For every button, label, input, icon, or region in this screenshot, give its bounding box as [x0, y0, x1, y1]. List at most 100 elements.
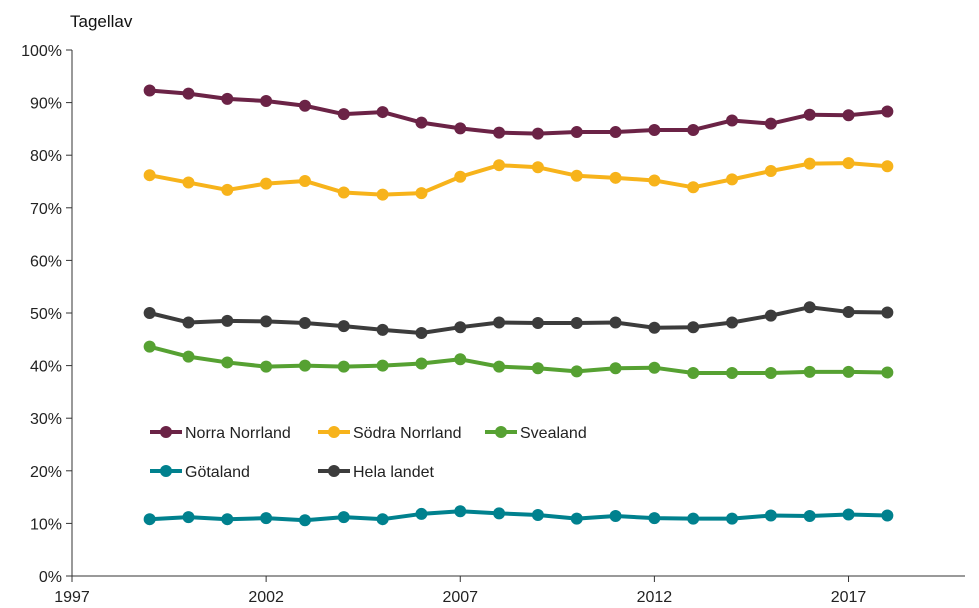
- data-point: [143, 169, 156, 182]
- legend-swatch-marker: [160, 465, 172, 477]
- data-point: [298, 99, 311, 112]
- data-point: [726, 512, 739, 525]
- data-point: [609, 126, 622, 139]
- y-tick-label: 60%: [30, 253, 62, 270]
- data-point: [298, 316, 311, 329]
- data-point: [531, 127, 544, 140]
- data-point: [376, 513, 389, 526]
- series-line: [149, 305, 888, 335]
- data-point: [221, 513, 234, 526]
- legend: Norra Norrland Södra Norrland Svealand Göta…: [150, 425, 587, 481]
- data-point: [531, 316, 544, 329]
- data-point: [648, 512, 661, 525]
- data-point: [881, 509, 894, 522]
- series-line: [149, 88, 888, 136]
- data-point: [376, 188, 389, 201]
- legend-item: Svealand: [485, 425, 587, 442]
- series-line: [149, 161, 888, 197]
- legend-label: Norra Norrland: [185, 425, 291, 442]
- legend-swatch-marker: [328, 426, 340, 438]
- data-point: [609, 362, 622, 375]
- legend-item: Norra Norrland: [150, 425, 291, 442]
- data-point: [415, 357, 428, 370]
- data-point: [415, 187, 428, 200]
- data-point: [143, 513, 156, 526]
- data-point: [726, 173, 739, 186]
- data-point: [454, 170, 467, 183]
- data-point: [726, 114, 739, 127]
- data-point: [415, 326, 428, 339]
- x-tick-label: 2007: [442, 589, 478, 606]
- data-point: [764, 509, 777, 522]
- data-point: [260, 360, 273, 373]
- data-point: [570, 126, 583, 139]
- data-point: [298, 514, 311, 527]
- legend-label: Svealand: [520, 425, 587, 442]
- data-point: [454, 353, 467, 366]
- data-point: [803, 157, 816, 170]
- data-point: [454, 321, 467, 334]
- data-point: [842, 157, 855, 170]
- x-tick-label: 2012: [637, 589, 673, 606]
- data-point: [842, 508, 855, 521]
- data-point: [570, 365, 583, 378]
- data-point: [687, 123, 700, 136]
- data-point: [803, 510, 816, 523]
- y-tick-label: 50%: [30, 306, 62, 323]
- data-point: [260, 512, 273, 525]
- series-norra-norrland: [143, 84, 894, 140]
- x-tick-label: 2002: [248, 589, 284, 606]
- data-point: [881, 160, 894, 173]
- data-point: [881, 366, 894, 379]
- data-point: [803, 365, 816, 378]
- data-point: [260, 315, 273, 328]
- legend-item: Götaland: [150, 464, 250, 481]
- data-point: [648, 361, 661, 374]
- data-point: [842, 365, 855, 378]
- data-point: [337, 360, 350, 373]
- data-point: [182, 511, 195, 524]
- y-tick-label: 0%: [39, 569, 62, 586]
- data-point: [221, 314, 234, 327]
- data-point: [687, 321, 700, 334]
- data-point: [726, 366, 739, 379]
- data-point: [493, 360, 506, 373]
- legend-label: Götaland: [185, 464, 250, 481]
- data-point: [337, 108, 350, 121]
- data-point: [182, 316, 195, 329]
- data-point: [454, 122, 467, 135]
- legend-swatch-marker: [160, 426, 172, 438]
- series-hela-landet: [143, 301, 894, 339]
- data-point: [415, 507, 428, 520]
- data-point: [803, 301, 816, 314]
- data-point: [221, 356, 234, 369]
- data-point: [493, 159, 506, 172]
- data-point: [803, 108, 816, 121]
- x-tick-label: 1997: [54, 589, 90, 606]
- series-s-dra-norrland: [143, 157, 894, 201]
- data-point: [415, 116, 428, 129]
- data-point: [298, 359, 311, 372]
- data-point: [376, 106, 389, 119]
- data-point: [493, 316, 506, 329]
- data-point: [143, 307, 156, 319]
- legend-label: Södra Norrland: [353, 425, 462, 442]
- data-point: [570, 512, 583, 525]
- series-line: [149, 344, 888, 375]
- data-point: [260, 177, 273, 190]
- data-point: [570, 169, 583, 182]
- series-layer: [143, 84, 894, 527]
- data-point: [337, 186, 350, 199]
- y-tick-label: 90%: [30, 96, 62, 113]
- series-svealand: [143, 340, 894, 379]
- data-point: [764, 117, 777, 130]
- data-point: [182, 87, 195, 100]
- data-point: [687, 366, 700, 379]
- data-point: [881, 105, 894, 118]
- data-point: [609, 171, 622, 184]
- data-point: [609, 316, 622, 329]
- data-point: [609, 510, 622, 523]
- data-point: [531, 161, 544, 174]
- data-point: [376, 323, 389, 336]
